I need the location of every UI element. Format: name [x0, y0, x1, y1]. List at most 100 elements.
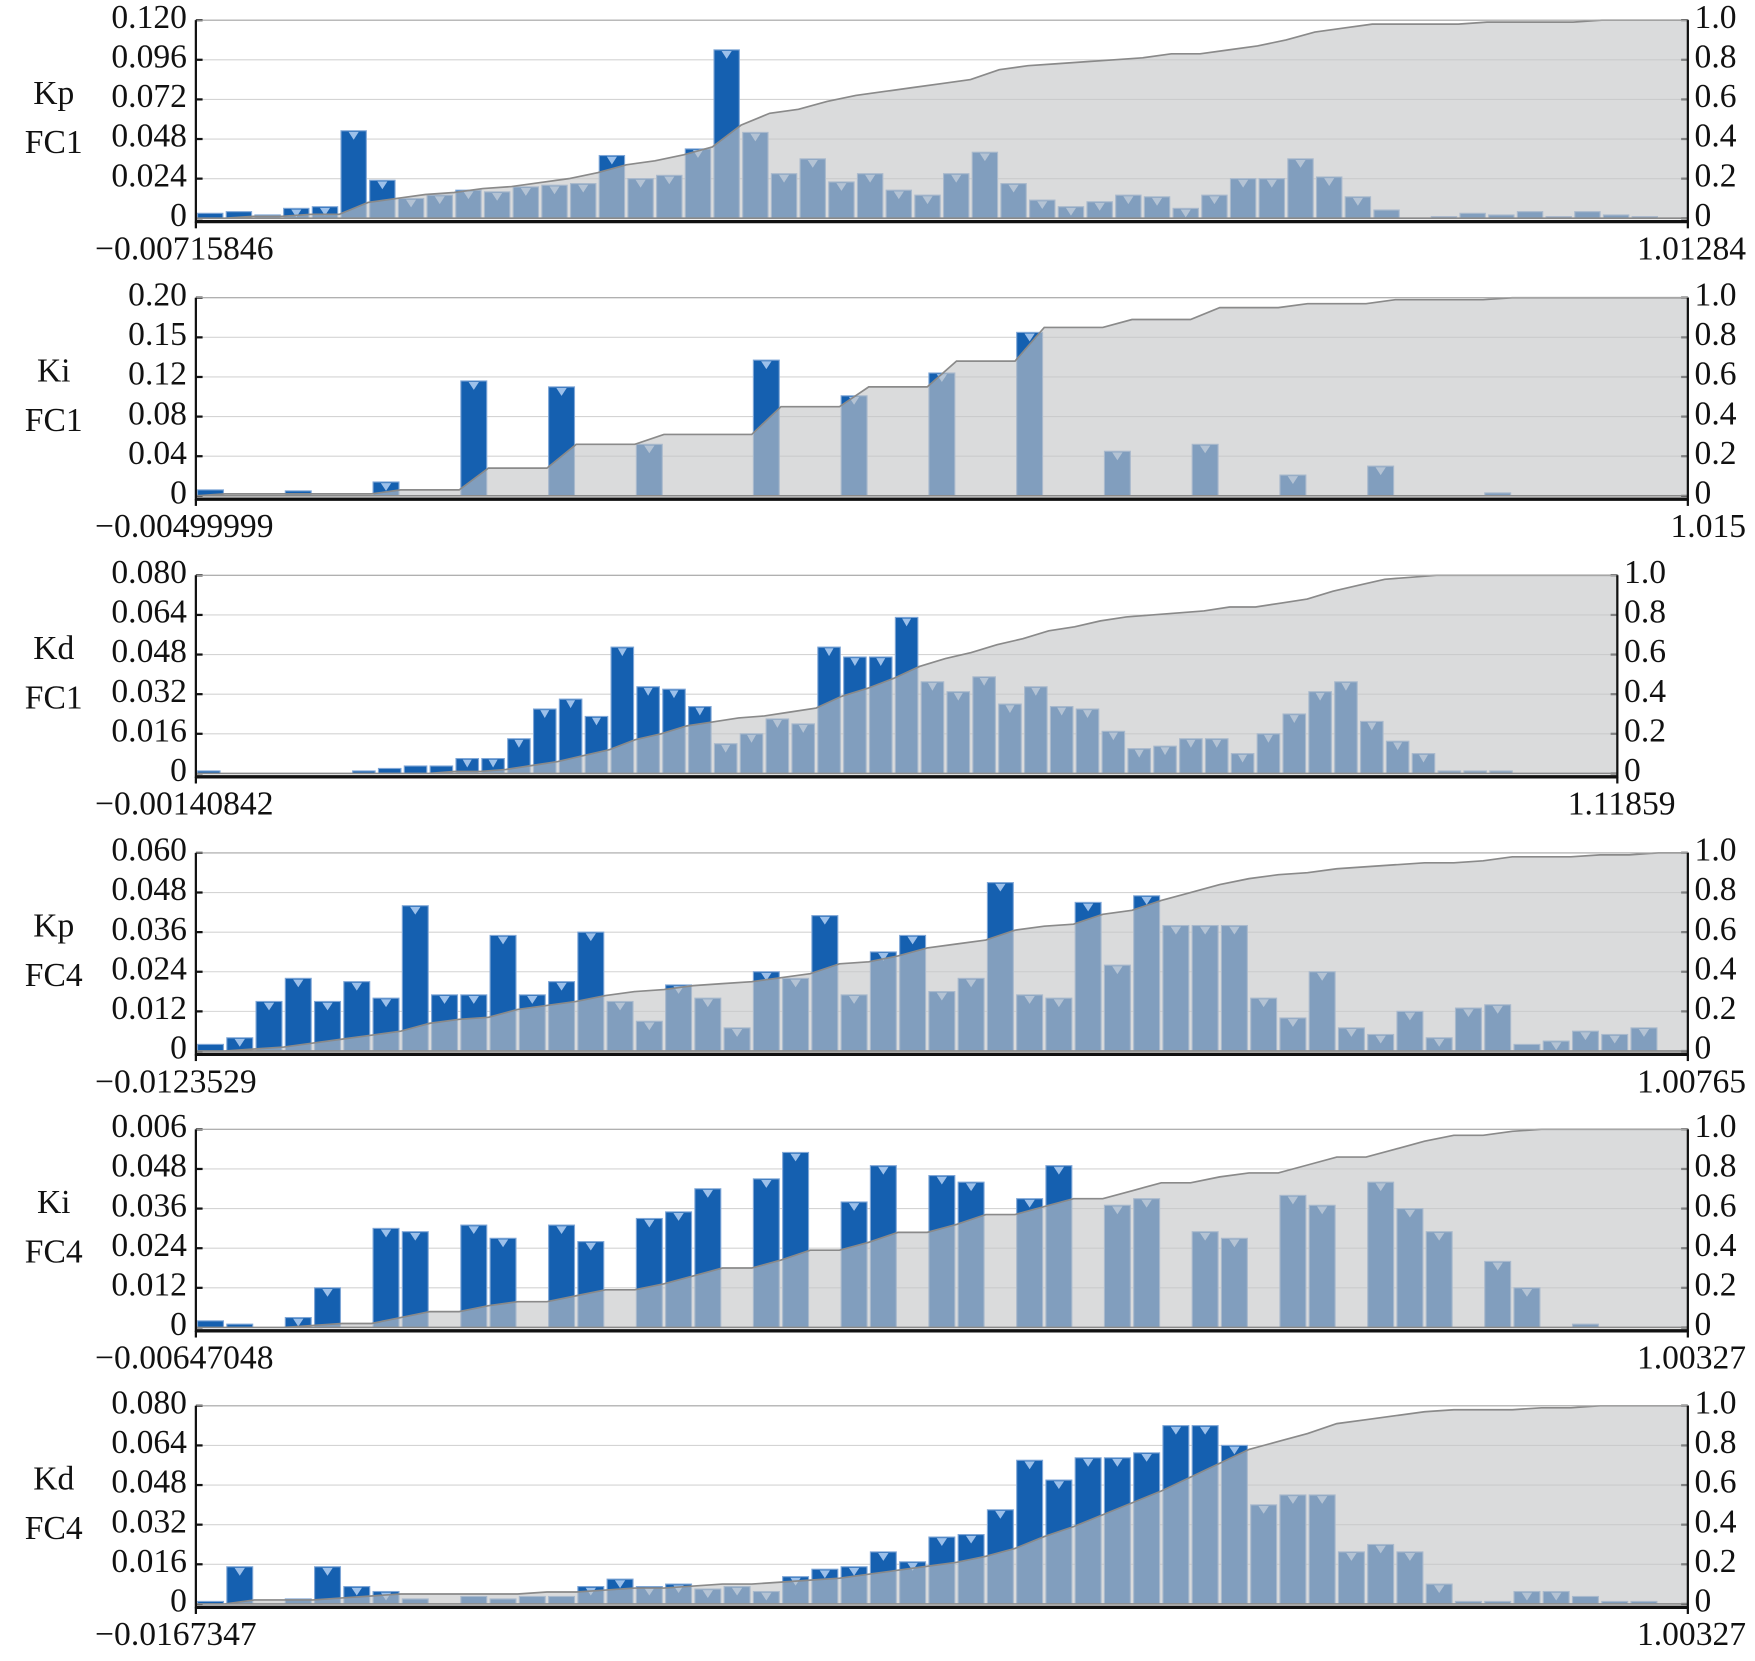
x-tick-label: −0.00715846	[95, 231, 273, 268]
y2-tick-label: 0.8	[1695, 316, 1737, 353]
bar-bevel	[848, 1567, 860, 1576]
bar-bevel	[291, 209, 302, 218]
bar-bevel	[1112, 1458, 1123, 1467]
bar-bevel	[1229, 1446, 1240, 1455]
y-tick-label: 0.04	[128, 435, 187, 472]
y-tick-label: 0.048	[111, 118, 187, 155]
bar-bevel	[322, 1288, 333, 1297]
y-tick-label: 0.024	[111, 157, 187, 194]
bar-bevel	[527, 995, 538, 1004]
y2-tick-label: 0.6	[1695, 1187, 1737, 1224]
bar-bevel	[468, 995, 479, 1004]
y-axis-label: FC1	[25, 402, 83, 439]
y2-tick-label: 0.4	[1695, 1503, 1737, 1540]
bar-bevel	[380, 999, 392, 1008]
x-tick-label: −0.00499999	[95, 508, 273, 545]
y-tick-label: 0.032	[111, 1503, 187, 1540]
bar-bevel	[995, 883, 1006, 892]
x-tick-label: 1.00327	[1637, 1340, 1746, 1377]
cumulative-area	[195, 19, 1689, 220]
y2-tick-label: 1.0	[1695, 1385, 1737, 1422]
x-tick-label: 1.11859	[1568, 786, 1676, 823]
y-axis-label: FC1	[25, 679, 83, 716]
bar-bevel	[850, 658, 860, 666]
bar-bevel	[351, 982, 362, 991]
panel: 00.040.080.120.150.2000.20.40.60.81.0−0.…	[25, 276, 1746, 545]
y-tick-label: 0.060	[111, 832, 187, 869]
y-tick-label: 0.016	[111, 1543, 187, 1580]
y-axis-label: Kd	[33, 1461, 74, 1498]
bar-bevel	[878, 953, 889, 961]
y2-tick-label: 0.2	[1695, 990, 1737, 1027]
y-tick-label: 0	[170, 475, 187, 512]
y2-tick-label: 0.2	[1624, 712, 1666, 749]
bar-bevel	[1053, 1166, 1065, 1175]
bar-bevel	[585, 933, 596, 942]
bar-bevel	[468, 382, 479, 390]
y-axis-label: Ki	[37, 353, 71, 390]
y2-tick-label: 0.8	[1695, 871, 1737, 908]
y2-tick-label: 1.0	[1695, 1108, 1737, 1145]
y2-tick-label: 0.2	[1695, 1267, 1737, 1304]
bar-bevel	[1082, 903, 1094, 912]
y-tick-label: 0	[170, 1583, 187, 1620]
bar-bevel	[878, 1166, 889, 1175]
bar	[340, 130, 367, 219]
bar-bevel	[848, 1203, 860, 1211]
y-axis-label: FC4	[25, 957, 83, 994]
x-tick-label: −0.00647048	[95, 1340, 273, 1377]
bar-bevel	[1141, 896, 1152, 905]
bar-bevel	[585, 1242, 596, 1251]
bar-bevel	[348, 131, 359, 140]
bar-bevel	[702, 1189, 714, 1198]
bar	[403, 765, 428, 774]
y-tick-label: 0.064	[111, 1424, 187, 1461]
bar-bevel	[644, 1219, 655, 1228]
y-tick-label: 0	[170, 197, 187, 234]
y-tick-label: 0.036	[111, 1187, 187, 1224]
bar-bevel	[1053, 1481, 1065, 1490]
bar-bevel	[643, 687, 653, 696]
cumulative-area	[195, 574, 1619, 775]
bar-bevel	[1024, 333, 1035, 342]
y-axis-label: FC1	[25, 124, 83, 161]
bar-bevel	[556, 982, 567, 991]
bar-bevel	[497, 936, 509, 945]
y-axis-label: Kd	[33, 630, 74, 667]
bar-bevel	[673, 1213, 684, 1221]
panel: 00.0120.0240.0360.0480.00600.20.40.60.81…	[25, 1108, 1746, 1377]
y-axis-label: FC4	[25, 1233, 83, 1270]
bar-bevel	[263, 1002, 275, 1011]
bar-bevel	[410, 906, 421, 915]
bar-bevel	[234, 1567, 245, 1576]
bar-bevel	[721, 50, 732, 59]
bar-bevel	[965, 1183, 977, 1192]
y-tick-label: 0.15	[128, 316, 187, 353]
y2-tick-label: 0.2	[1695, 1543, 1737, 1580]
y-tick-label: 0.048	[111, 1464, 187, 1501]
bar-bevel	[936, 1538, 948, 1547]
bar-bevel	[936, 1176, 948, 1185]
y2-tick-label: 0.4	[1695, 118, 1737, 155]
y-axis-label: Ki	[37, 1184, 71, 1221]
y-tick-label: 0.072	[111, 78, 187, 115]
y-tick-label: 0.024	[111, 1227, 187, 1264]
y-tick-label: 0.120	[111, 0, 187, 36]
bar-bevel	[761, 361, 772, 370]
y2-tick-label: 0	[1695, 197, 1712, 234]
y-tick-label: 0	[170, 752, 187, 789]
y-tick-label: 0.048	[111, 1148, 187, 1185]
bar-bevel	[1199, 1426, 1211, 1435]
bar-bevel	[606, 156, 617, 165]
bar-bevel	[468, 1226, 479, 1235]
bar-bevel	[351, 1587, 362, 1596]
bar-bevel	[819, 1570, 831, 1579]
y2-tick-label: 0.6	[1695, 911, 1737, 948]
y-tick-label: 0	[170, 1306, 187, 1343]
y2-tick-label: 0.8	[1695, 1148, 1737, 1185]
y-tick-label: 0.048	[111, 871, 187, 908]
y2-tick-label: 0	[1695, 1306, 1712, 1343]
bar-bevel	[824, 648, 834, 657]
bar-bevel	[410, 1232, 421, 1241]
